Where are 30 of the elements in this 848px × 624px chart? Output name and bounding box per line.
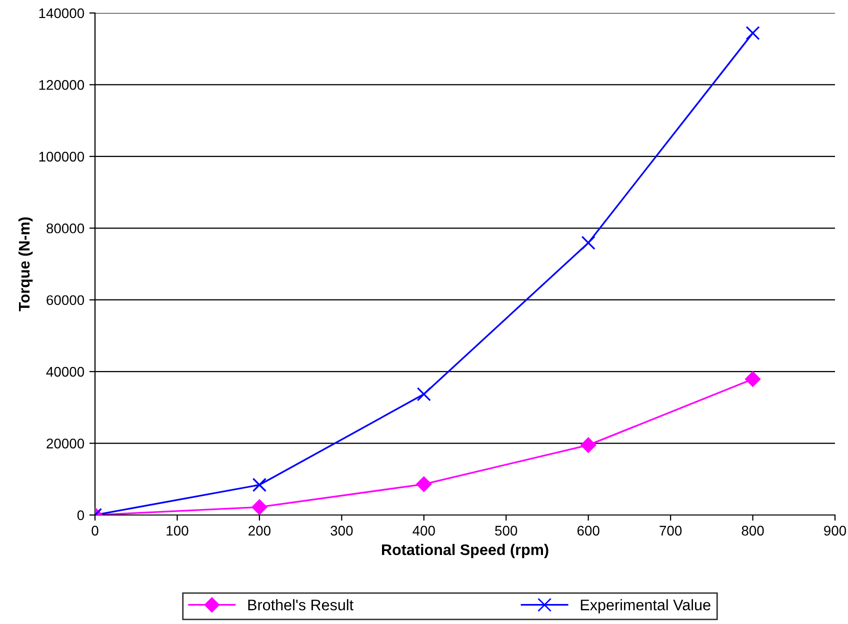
point [746, 26, 760, 40]
x-tick-label: 200 [248, 526, 270, 536]
x-tick-label: 100 [166, 526, 188, 536]
y-tick-label: 60000 [46, 295, 84, 306]
x-tick-label: 400 [412, 526, 435, 536]
x-tick-label: 900 [824, 526, 846, 536]
point [416, 476, 432, 492]
point [581, 236, 596, 250]
y-tick-label: 140000 [39, 8, 84, 18]
x-tick-label: 800 [742, 526, 764, 536]
legend-label: Brothel's Result [248, 599, 354, 610]
y-tick-label: 120000 [39, 80, 84, 90]
y-tick-label: 20000 [46, 438, 84, 448]
point [580, 437, 596, 453]
point [252, 499, 268, 515]
y-tick-label: 100000 [39, 152, 84, 162]
point [416, 387, 431, 402]
y-tick-label: 40000 [46, 366, 84, 377]
point [745, 371, 760, 387]
x-axis-title: Rotational Speed (rpm) [382, 544, 548, 558]
y-axis-title: Torque (N-m) [18, 217, 33, 312]
y-tick-label: 0 [77, 510, 84, 520]
x-tick-label: 700 [660, 526, 682, 536]
x-tick-label: 300 [330, 526, 353, 536]
x-tick-label: 600 [577, 526, 600, 536]
y-tick-label: 80000 [46, 223, 84, 234]
legend-label: Experimental Value [580, 599, 710, 614]
x-tick-label: 500 [495, 526, 518, 536]
x-tick-label: 0 [92, 526, 98, 536]
point [252, 478, 267, 492]
